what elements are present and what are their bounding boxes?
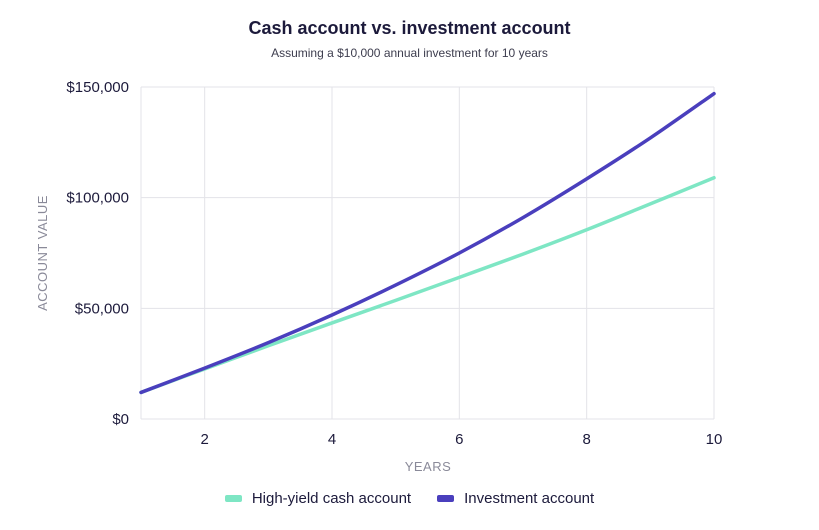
x-tick-label: 10	[706, 431, 723, 448]
x-tick-label: 6	[455, 431, 463, 448]
legend: High-yield cash account Investment accou…	[0, 490, 819, 507]
x-axis-label: YEARS	[405, 459, 452, 474]
y-tick-label: $0	[112, 411, 129, 428]
legend-label-investment: Investment account	[464, 490, 595, 507]
y-axis-label: ACCOUNT VALUE	[35, 195, 50, 311]
y-tick-label: $100,000	[66, 190, 129, 207]
series-layer	[139, 91, 716, 395]
chart-title: Cash account vs. investment account	[248, 18, 571, 38]
y-tick-label: $150,000	[66, 79, 129, 96]
legend-swatch-cash	[224, 495, 242, 502]
x-tick-label: 8	[582, 431, 590, 448]
legend-item-cash: High-yield cash account	[224, 490, 412, 507]
tick-layer: $0 $50,000 $100,000 $150,000 2 4 6 8 10	[66, 79, 722, 448]
line-chart: $0 $50,000 $100,000 $150,000 2 4 6 8 10 ACCOUNT …	[35, 79, 722, 474]
legend-label-cash: High-yield cash account	[251, 490, 412, 507]
series-line-investment	[139, 91, 716, 395]
x-tick-label: 2	[200, 431, 208, 448]
grid-layer	[140, 86, 715, 420]
chart-subtitle: Assuming a $10,000 annual investment for…	[271, 46, 548, 60]
x-tick-label: 4	[328, 431, 336, 448]
legend-item-investment: Investment account	[437, 490, 594, 507]
legend-swatch-investment	[437, 495, 455, 502]
y-tick-label: $50,000	[75, 300, 129, 317]
